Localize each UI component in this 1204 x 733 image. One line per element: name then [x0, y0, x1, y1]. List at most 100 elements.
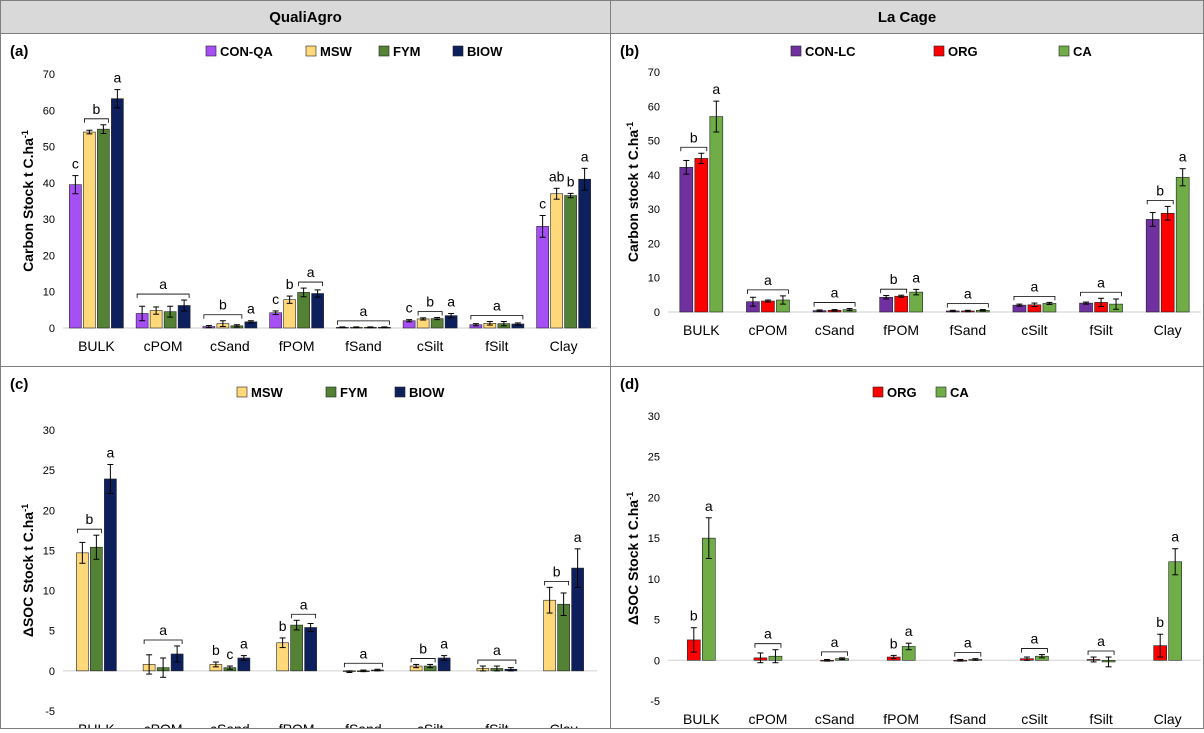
panel-label-d: (d): [620, 376, 639, 393]
bar-b-ORG-cPOM: [761, 300, 775, 313]
y-tick-b-2: 20: [648, 238, 660, 250]
bar-b-ORG-BULK: [694, 158, 709, 313]
sig-letter-d-9: b: [1156, 614, 1164, 630]
sig-bracket-c-0: [76, 528, 102, 534]
bar-d-CA-Clay: [1168, 561, 1182, 661]
sig-letter-a-7: b: [286, 276, 294, 292]
sig-letter-b-0: b: [690, 129, 698, 145]
sig-letter-c-11: a: [493, 642, 501, 658]
bar-b-CA-BULK: [709, 116, 724, 313]
legend-swatch-c-MSW: [236, 386, 248, 398]
sig-letter-c-13: a: [574, 529, 582, 545]
sig-letter-c-1: a: [106, 445, 114, 461]
y-tick-a-6: 60: [43, 105, 55, 117]
x-tick-c-cSand: cSand: [210, 721, 250, 728]
header-qualiagro-label: QualiAgro: [269, 8, 342, 26]
x-tick-b-cSilt: cSilt: [1021, 322, 1048, 338]
header-la-cage-label: La Cage: [877, 8, 937, 26]
sig-bracket-d-3: [821, 651, 848, 656]
sig-letter-b-4: b: [890, 271, 898, 287]
x-tick-d-cSilt: cSilt: [1021, 711, 1048, 727]
sig-bracket-c-7: [291, 613, 317, 619]
sig-bracket-c-12: [544, 580, 570, 586]
bar-b-ORG-Clay: [1160, 212, 1175, 313]
y-tick-c-5: 20: [43, 505, 55, 517]
sig-letter-d-7: a: [1031, 631, 1039, 647]
sig-letter-a-5: a: [247, 301, 255, 317]
sig-bracket-a-3: [136, 293, 190, 299]
sig-bracket-d-2: [754, 643, 782, 648]
y-tick-a-2: 20: [43, 250, 55, 262]
sig-bracket-b-6: [946, 303, 989, 308]
x-tick-b-cPOM: cPOM: [748, 322, 787, 338]
x-tick-d-fSand: fSand: [950, 711, 987, 727]
sig-letter-a-17: a: [581, 148, 589, 164]
y-tick-d-6: 25: [648, 452, 660, 464]
legend-swatch-b-ORG: [933, 45, 945, 57]
x-tick-a-cSand: cSand: [210, 338, 250, 354]
bar-c-BIOW-BULK: [104, 478, 117, 672]
y-axis-label-b: Carbon stock t C.ha-1: [625, 122, 641, 262]
sig-letter-d-0: b: [690, 608, 698, 624]
bar-a-MSW-fPOM: [283, 299, 296, 329]
y-tick-a-0: 0: [49, 323, 55, 335]
y-tick-b-7: 70: [648, 67, 660, 79]
x-tick-b-fPOM: fPOM: [883, 322, 919, 338]
x-tick-a-Clay: Clay: [550, 338, 578, 354]
chart-d: (d) ΔSOC Stock t C.ha-1 -5 0 5 10 15 20 25 30 BULK…: [620, 376, 1201, 727]
header-la-cage: La Cage: [610, 0, 1204, 34]
sig-bracket-a-9: [336, 320, 390, 325]
sig-bracket-a-13: [470, 315, 524, 320]
sig-letter-a-1: b: [92, 101, 100, 117]
sig-letter-a-8: a: [307, 264, 315, 280]
y-tick-c-6: 25: [43, 465, 55, 477]
bar-a-FYM-fPOM: [297, 292, 310, 329]
bar-c-BIOW-fPOM: [304, 627, 317, 672]
legend-label-a-FYM: FYM: [393, 44, 420, 59]
sig-letter-a-10: c: [406, 300, 413, 316]
sig-letter-c-10: a: [440, 636, 448, 652]
sig-bracket-b-3: [813, 302, 856, 307]
x-tick-a-fPOM: fPOM: [279, 338, 315, 354]
bar-b-CON-LC-Clay: [1145, 219, 1160, 313]
y-tick-c-7: 30: [43, 425, 55, 437]
x-tick-c-BULK: BULK: [78, 721, 115, 728]
bar-b-ORG-fPOM: [894, 295, 908, 313]
sig-bracket-b-2: [747, 289, 789, 294]
x-tick-a-fSand: fSand: [345, 338, 382, 354]
y-tick-a-7: 70: [43, 69, 55, 81]
sig-letter-d-4: b: [890, 635, 898, 651]
header-qualiagro: QualiAgro: [0, 0, 611, 34]
chart-b: (b) Carbon stock t C.ha-1 0 10 20 30 40 50 60 70 B…: [620, 43, 1201, 338]
sig-letter-c-5: a: [240, 636, 248, 652]
x-tick-a-cSilt: cSilt: [417, 338, 444, 354]
y-tick-b-5: 50: [648, 136, 660, 148]
legend-swatch-b-CA: [1058, 45, 1070, 57]
y-tick-b-3: 30: [648, 204, 660, 216]
sig-letter-d-1: a: [705, 498, 713, 514]
y-tick-d-0: -5: [650, 696, 660, 708]
x-tick-d-fPOM: fPOM: [883, 711, 919, 727]
sig-letter-c-12: b: [553, 563, 561, 579]
legend-swatch-a-CON-QA: [205, 45, 217, 57]
sig-letter-d-8: a: [1097, 633, 1105, 649]
y-axis-label-a: Carbon Stock t C.ha-1: [20, 130, 36, 272]
sig-bracket-c-9: [410, 658, 436, 663]
panel-label-a: (a): [10, 43, 28, 60]
legend-label-d-CA: CA: [950, 385, 969, 400]
y-tick-c-4: 15: [43, 545, 55, 557]
y-tick-b-6: 60: [648, 101, 660, 113]
x-tick-a-BULK: BULK: [78, 338, 115, 354]
y-tick-d-1: 0: [654, 655, 660, 667]
legend-swatch-d-ORG: [872, 386, 884, 398]
sig-letter-c-7: a: [300, 596, 308, 612]
sig-letter-c-2: a: [159, 622, 167, 638]
sig-letter-a-12: a: [447, 293, 455, 309]
y-tick-c-0: -5: [45, 706, 55, 718]
panel-a: (a) Carbon Stock t C.ha-1 0 10 20 30 40 50 60 70 B…: [0, 33, 611, 367]
sig-bracket-a-8: [298, 281, 324, 287]
sig-letter-d-5: a: [905, 623, 913, 639]
sig-letter-b-7: a: [1031, 278, 1039, 294]
y-tick-c-2: 5: [49, 626, 55, 638]
x-tick-c-fSilt: fSilt: [485, 721, 508, 728]
